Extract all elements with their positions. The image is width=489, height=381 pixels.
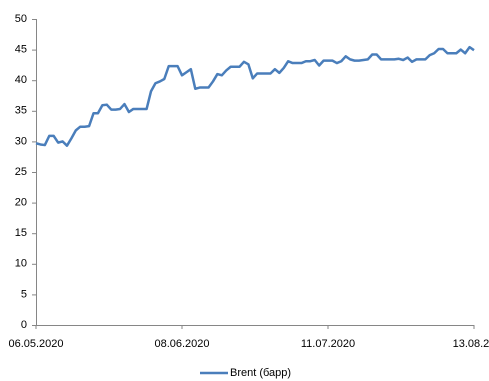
y-tick-label: 5: [21, 288, 27, 300]
data-line: [35, 45, 475, 147]
x-tick-label: 11.07.2020: [301, 338, 355, 350]
y-tick-label: 40: [15, 74, 27, 86]
y-tick-label: 50: [15, 13, 27, 25]
y-tick-label: 0: [21, 319, 27, 331]
y-tick-label: 20: [15, 197, 27, 209]
y-tick-label: 25: [15, 166, 27, 178]
y-tick-label: 35: [15, 105, 27, 117]
x-tick-label: 06.05.2020: [8, 338, 63, 350]
x-tick-label: 08.06.2020: [154, 338, 209, 350]
legend-label: Brent (барр): [230, 367, 291, 379]
y-tick-label: 30: [15, 135, 27, 147]
y-tick-label: 15: [15, 227, 27, 239]
x-tick-label: 13.08.20: [453, 338, 489, 350]
y-tick-label: 45: [15, 44, 27, 56]
y-tick-label: 10: [15, 258, 27, 270]
